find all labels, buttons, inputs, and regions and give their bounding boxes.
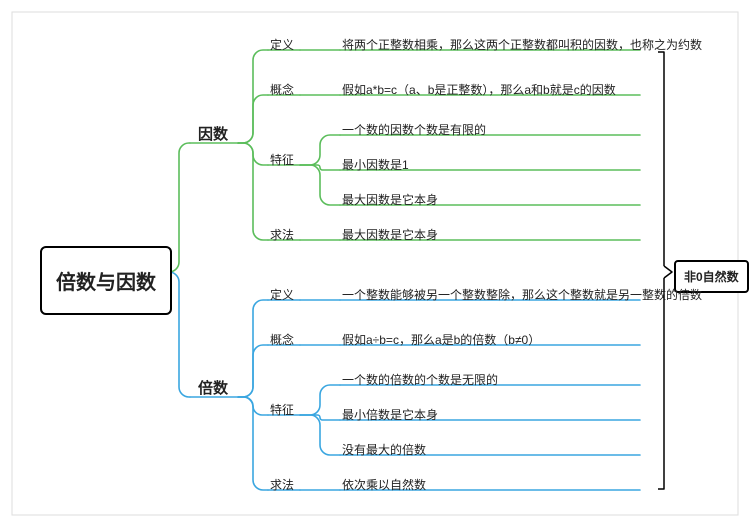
- branch-multiples: 倍数: [198, 377, 228, 398]
- leaf-factors-trait-1: 最小因数是1: [342, 156, 409, 173]
- branch-factors: 因数: [198, 123, 228, 144]
- sub-multiples-trait: 特征: [270, 401, 294, 418]
- sub-multiples-concept: 概念: [270, 331, 294, 348]
- sub-factors-method: 求法: [270, 226, 294, 243]
- sub-multiples-def: 定义: [270, 286, 294, 303]
- leaf-multiples-trait-2: 没有最大的倍数: [342, 441, 426, 458]
- leaf-factors-concept-0: 假如a*b=c（a、b是正整数），那么a和b就是c的因数: [342, 81, 616, 98]
- leaf-multiples-method-0: 依次乘以自然数: [342, 476, 426, 493]
- center-node: 倍数与因数: [40, 246, 172, 315]
- sub-factors-concept: 概念: [270, 81, 294, 98]
- sub-factors-def: 定义: [270, 36, 294, 53]
- leaf-multiples-trait-0: 一个数的倍数的个数是无限的: [342, 371, 498, 388]
- leaf-multiples-trait-1: 最小倍数是它本身: [342, 406, 438, 423]
- leaf-factors-trait-0: 一个数的因数个数是有限的: [342, 121, 486, 138]
- leaf-multiples-concept-0: 假如a÷b=c，那么a是b的倍数（b≠0）: [342, 331, 540, 348]
- leaf-multiples-def-0: 一个整数能够被另一个整数整除，那么这个整数就是另一整数的倍数: [342, 286, 702, 303]
- leaf-factors-method-0: 最大因数是它本身: [342, 226, 438, 243]
- sub-factors-trait: 特征: [270, 151, 294, 168]
- sub-multiples-method: 求法: [270, 476, 294, 493]
- leaf-factors-trait-2: 最大因数是它本身: [342, 191, 438, 208]
- leaf-factors-def-0: 将两个正整数相乘，那么这两个正整数都叫积的因数，也称之为约数: [342, 36, 702, 53]
